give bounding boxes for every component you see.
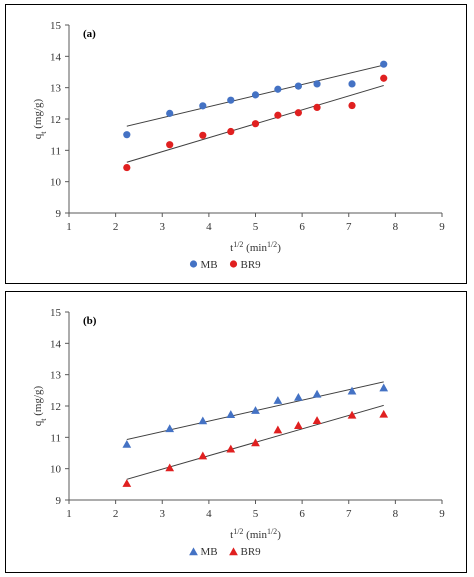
x-tick-label: 2: [113, 508, 119, 520]
data-point-br9: [227, 127, 235, 136]
chart-panel-b: 9 10 11 12 13 14 15 1 2 3 4 5 6 7 8 9 t1/2 (min1/2) qt (m…: [5, 291, 467, 573]
y-tick-label: 15: [50, 20, 62, 32]
legend-marker-mb: [189, 260, 198, 268]
y-tick-label: 13: [50, 83, 62, 95]
legend-marker-br9: [229, 547, 238, 556]
y-tick-label: 11: [50, 432, 61, 444]
data-point-br9: [122, 479, 132, 487]
data-point-mb: [123, 131, 131, 139]
x-tick-label: 3: [160, 221, 166, 233]
y-tick-label: 10: [50, 177, 62, 189]
x-tick-label: 6: [299, 508, 305, 520]
y-tick-label: 13: [50, 370, 62, 382]
x-tick-label: 9: [439, 221, 445, 233]
data-point-mb: [379, 383, 389, 392]
data-point-mb: [312, 389, 322, 398]
data-point-br9: [294, 421, 303, 429]
y-axis-title: qt (mg/g): [32, 385, 48, 426]
y-tick-label: 9: [56, 495, 62, 507]
data-point-br9: [165, 463, 175, 472]
data-point-mb: [166, 109, 174, 117]
x-tick-label: 7: [346, 508, 352, 520]
y-tick-label: 15: [50, 307, 62, 319]
data-point-br9: [198, 451, 208, 460]
data-point-mb: [348, 80, 356, 88]
data-point-br9: [123, 163, 131, 172]
data-point-mb: [227, 96, 235, 104]
legend-label-mb: MB: [201, 546, 218, 558]
x-tick-label: 8: [393, 221, 399, 233]
y-tick-label: 12: [50, 401, 61, 413]
data-point-br9: [166, 141, 174, 149]
legend-label-br9: BR9: [241, 259, 262, 271]
data-point-mb: [251, 91, 260, 99]
data-point-mb: [165, 424, 175, 433]
data-point-br9: [226, 444, 236, 453]
x-tick-label: 9: [439, 508, 445, 520]
y-tick-label: 10: [50, 464, 62, 476]
data-point-mb: [199, 102, 207, 110]
panel-label: (b): [83, 315, 97, 327]
data-point-br9: [273, 425, 283, 434]
panel-label: (a): [83, 28, 96, 40]
data-point-mb: [122, 439, 132, 448]
x-axis-title: t1/2 (min1/2): [230, 240, 281, 255]
data-point-mb: [380, 60, 388, 68]
data-point-br9: [251, 120, 260, 128]
data-point-mb: [226, 410, 236, 418]
x-tick-label: 6: [299, 221, 305, 233]
x-tick-label: 5: [253, 508, 259, 520]
data-point-mb: [294, 82, 302, 90]
data-point-br9: [294, 109, 302, 117]
y-tick-label: 12: [50, 114, 61, 126]
data-point-mb: [294, 392, 303, 401]
data-point-mb: [251, 406, 260, 414]
data-point-br9: [380, 74, 388, 82]
legend-marker-mb: [189, 547, 198, 556]
data-point-mb: [198, 416, 208, 425]
x-tick-label: 1: [66, 221, 72, 233]
data-point-br9: [199, 131, 207, 139]
data-point-br9: [313, 103, 321, 112]
y-tick-label: 14: [50, 51, 62, 63]
x-tick-label: 8: [393, 508, 399, 520]
x-tick-label: 5: [253, 221, 259, 233]
chart-panel-a: 9 10 11 12 13 14 15 1 2 3 4 5 6 7 8 9 t1/2 (min1/2) qt (m…: [5, 4, 467, 284]
data-point-mb: [273, 396, 283, 404]
legend-label-mb: MB: [201, 259, 218, 271]
data-point-br9: [347, 410, 357, 419]
x-axis-title: t1/2 (min1/2): [230, 527, 281, 542]
x-tick-label: 1: [66, 508, 72, 520]
legend-marker-br9: [229, 260, 238, 268]
data-point-br9: [312, 416, 322, 424]
data-point-br9: [379, 409, 389, 418]
y-tick-label: 14: [50, 338, 62, 350]
x-tick-label: 4: [206, 221, 212, 233]
data-point-mb: [313, 80, 321, 88]
x-tick-label: 2: [113, 221, 119, 233]
y-tick-label: 9: [56, 208, 62, 220]
x-tick-label: 4: [206, 508, 212, 520]
data-point-br9: [274, 111, 282, 119]
legend-label-br9: BR9: [241, 546, 262, 558]
x-tick-label: 7: [346, 221, 352, 233]
x-tick-label: 3: [160, 508, 166, 520]
y-axis-title: qt (mg/g): [32, 98, 48, 139]
data-point-mb: [274, 85, 282, 93]
data-point-br9: [348, 101, 356, 110]
data-point-mb: [347, 386, 357, 395]
data-point-br9: [251, 438, 260, 447]
y-tick-label: 11: [50, 145, 61, 157]
